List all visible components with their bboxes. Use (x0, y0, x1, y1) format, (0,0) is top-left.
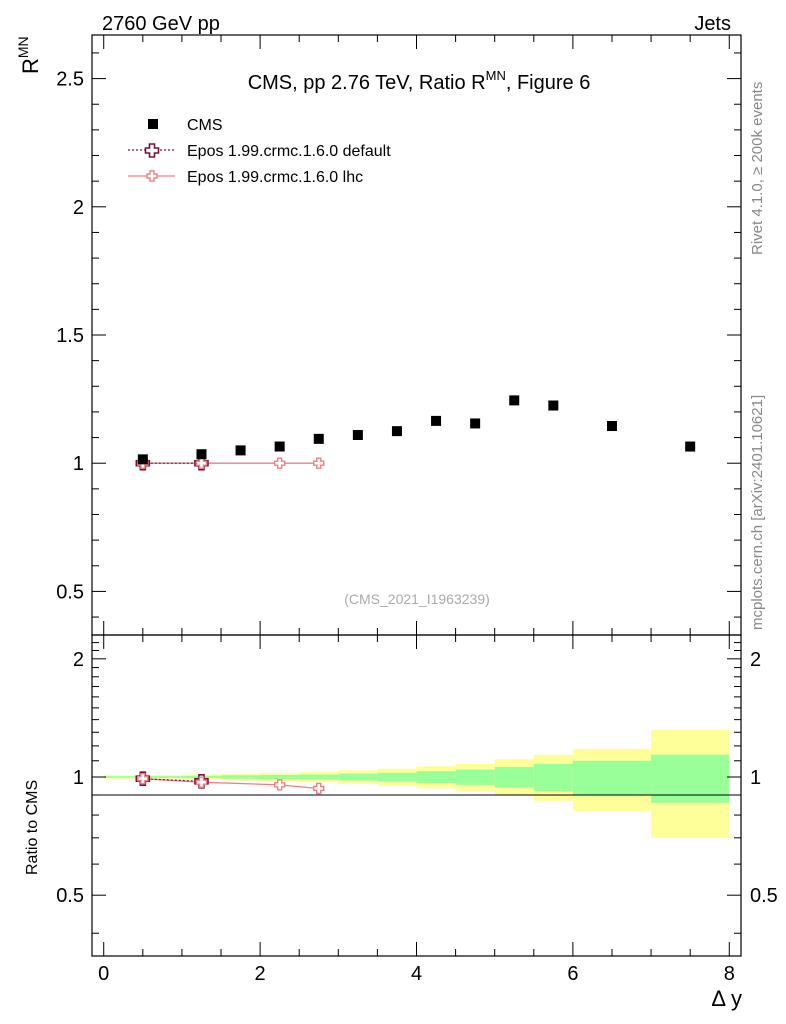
ratio-axis-ticks: 0 2 4 6 8 0.5 0.5 1 1 2 2 (56, 635, 778, 985)
cms-point (470, 418, 481, 429)
cms-point (606, 421, 617, 432)
y-tick-label: 2 (73, 197, 84, 219)
lhc-point (273, 457, 286, 469)
band-inner (494, 767, 534, 788)
main-axis-ticks: 0.5 1 1.5 2 2.5 (56, 35, 741, 635)
cms-point (196, 449, 207, 460)
ratio-panel: 0 2 4 6 8 0.5 0.5 1 1 2 2 Ratio to CMS Δ y (24, 634, 778, 1011)
y-axis-label: RMN (15, 36, 43, 74)
cms-point (685, 441, 696, 452)
ratio-tick-label: 0.5 (56, 885, 84, 907)
ratio-tick-label-right: 0.5 (750, 885, 778, 907)
main-plot-marks (135, 395, 696, 471)
ratio-y-axis-label: Ratio to CMS (24, 780, 41, 875)
band-inner (299, 774, 339, 780)
legend-marker-lhc (146, 170, 158, 182)
ratio-tick-label-right: 2 (750, 649, 761, 671)
band-inner (651, 754, 730, 803)
ratio-uncertainty-bands (103, 729, 730, 838)
y-tick-label: 1 (73, 453, 84, 475)
lhc-point (313, 457, 325, 469)
band-inner (572, 760, 652, 795)
cms-point (431, 415, 442, 426)
ratio-lhc-point (137, 773, 149, 785)
lhc-point (195, 457, 208, 469)
cms-point (313, 433, 324, 444)
watermark: (CMS_2021_I1963239) (344, 591, 490, 607)
ratio-lhc-point (195, 776, 208, 788)
cms-point (235, 445, 246, 456)
band-inner (455, 769, 495, 785)
y-tick-label: 1.5 (56, 325, 84, 347)
y-tick-label: 0.5 (56, 581, 84, 603)
header-right: Jets (694, 13, 731, 35)
ratio-plot-marks (135, 771, 325, 795)
x-tick-label: 8 (724, 963, 735, 985)
x-axis-label: Δ y (711, 986, 742, 1011)
legend-label-default: Epos 1.99.crmc.1.6.0 default (187, 143, 391, 160)
x-tick-label: 6 (567, 963, 578, 985)
cms-point (352, 430, 363, 440)
cms-point (391, 426, 402, 437)
band-inner (338, 773, 378, 781)
chart-title: CMS, pp 2.76 TeV, Ratio RMN, Figure 6 (248, 68, 591, 94)
ratio-tick-label: 1 (73, 767, 84, 789)
cms-point (137, 454, 148, 465)
cms-point (509, 395, 520, 406)
ratio-lhc-point (273, 779, 286, 791)
rivet-label: Rivet 4.1.0, ≥ 200k events (749, 82, 766, 255)
ratio-default-line (142, 778, 202, 782)
ratio-lhc-point (313, 782, 325, 795)
cms-point (548, 400, 559, 411)
x-tick-label: 2 (255, 963, 266, 985)
x-tick-label: 4 (411, 963, 422, 985)
legend-marker-cms (148, 119, 158, 129)
mcplots-label: mcplots.cern.ch [arXiv:2401.10621] (749, 395, 766, 630)
band-inner (533, 763, 573, 792)
ratio-frame (91, 634, 742, 957)
legend-label-lhc: Epos 1.99.crmc.1.6.0 lhc (187, 169, 363, 186)
y-tick-label: 2.5 (56, 69, 84, 91)
header-left: 2760 GeV pp (102, 13, 220, 35)
legend-label-cms: CMS (187, 117, 223, 134)
band-inner (377, 772, 417, 782)
cms-point (274, 441, 285, 452)
ratio-tick-label-right: 1 (750, 767, 761, 789)
main-panel: 0.5 1 1.5 2 2.5 CMS, pp 2.76 TeV, Ratio RMN,… (15, 34, 742, 636)
band-inner (260, 774, 300, 780)
band-inner (221, 775, 261, 779)
band-inner (416, 771, 456, 784)
x-tick-label: 0 (98, 963, 109, 985)
legend: CMS Epos 1.99.crmc.1.6.0 default Epos 1.… (128, 117, 391, 186)
legend-marker-default (144, 143, 160, 158)
ratio-tick-label: 2 (73, 649, 84, 671)
